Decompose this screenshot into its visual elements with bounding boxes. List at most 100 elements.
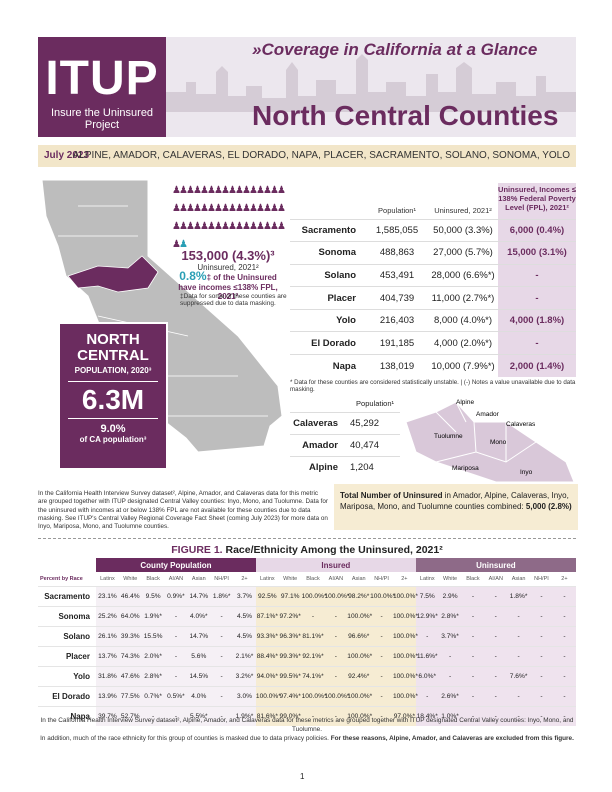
- race-col-header: Latinx: [419, 575, 435, 582]
- race-cell: 99.3%*: [278, 645, 302, 666]
- person-icon: ♟: [200, 185, 209, 196]
- person-icon: ♟: [235, 203, 244, 214]
- fpl-pct: 0.8%: [179, 269, 207, 283]
- race-cell: 92.5%: [255, 585, 279, 606]
- county-cell-fpl: 15,000 (3.1%): [498, 241, 576, 265]
- person-icon: ♟: [221, 221, 230, 232]
- race-cell: -: [324, 645, 348, 666]
- race-cell: 6.0%*: [415, 665, 439, 686]
- person-icon: ♟: [242, 221, 251, 232]
- total-value: 5,000 (2.8%): [525, 502, 572, 511]
- person-icon: ♟: [263, 203, 272, 214]
- race-cell: -: [164, 645, 188, 666]
- race-cell: -: [530, 665, 553, 686]
- small-county-row: Calaveras 45,292: [290, 411, 400, 434]
- skyline-illustration: [166, 54, 576, 112]
- race-cell: 4.0%: [187, 685, 211, 706]
- person-icon: ♟: [270, 185, 279, 196]
- race-cell: 99.5%*: [278, 665, 302, 686]
- person-icon: ♟: [179, 221, 188, 232]
- race-cell: 100.0%*: [392, 585, 418, 606]
- race-row-county: Solano: [38, 625, 96, 646]
- person-icon: ♟: [270, 203, 279, 214]
- person-icon: ♟: [256, 221, 265, 232]
- small-county-row: Alpine 1,204: [290, 455, 400, 478]
- person-icon: ♟: [256, 203, 265, 214]
- race-cell: 1.8%*: [210, 585, 234, 606]
- race-cell: 18.4%*: [415, 705, 439, 726]
- person-icon: ♟: [172, 239, 181, 250]
- person-icon: ♟: [186, 203, 195, 214]
- col-population: Population¹: [378, 205, 416, 215]
- race-cell: 7.6%*: [507, 665, 531, 686]
- race-row: Placer 13.7% 74.3% 2.0%* -5.6% -2.1%* 88.4%* 99…: [38, 645, 576, 666]
- race-cell: -: [370, 605, 393, 626]
- race-cell: 100.0%*: [301, 685, 327, 706]
- county-cell-pop: 453,491: [366, 263, 428, 287]
- person-icon: ♟: [263, 185, 272, 196]
- small-cell-pop: 45,292: [348, 411, 400, 434]
- race-cell: -: [210, 625, 234, 646]
- race-cell: 2.6%*: [438, 685, 462, 706]
- race-cell: 100.0%*: [255, 685, 281, 706]
- person-icon: ♟: [249, 221, 258, 232]
- race-cell: -: [484, 645, 508, 666]
- population-value: 6.3M: [68, 381, 158, 419]
- region-name-1: NORTH: [86, 331, 140, 348]
- race-cell: -: [530, 645, 553, 666]
- person-icon: ♟: [242, 203, 251, 214]
- race-cell: 100.0%*: [392, 685, 418, 706]
- race-cell: -: [415, 685, 439, 706]
- map-label-mono: Mono: [490, 439, 507, 446]
- person-icon: ♟: [221, 185, 230, 196]
- person-icon: ♟: [228, 185, 237, 196]
- race-cell: 2.0%*: [141, 645, 165, 666]
- race-cell: -: [507, 625, 531, 646]
- person-icon: ♟: [228, 221, 237, 232]
- race-cell: -: [370, 625, 393, 646]
- race-cell: -: [507, 685, 531, 706]
- county-cell-fpl: -: [498, 263, 576, 287]
- race-cell: 3.7%*: [438, 625, 462, 646]
- figure-title-text: Race/Ethnicity Among the Uninsured, 2021…: [222, 544, 443, 556]
- race-cell: 99.0%*: [278, 705, 302, 726]
- race-cell: -: [370, 665, 393, 686]
- person-icon: ♟: [172, 185, 181, 196]
- map-label-mariposa: Mariposa: [452, 465, 479, 472]
- race-cell: -: [210, 705, 234, 726]
- race-cell: 74.3%: [118, 645, 142, 666]
- race-cell: 4.5%: [233, 605, 256, 626]
- person-icon: ♟: [277, 221, 286, 232]
- race-cell: -: [461, 585, 485, 606]
- race-row-county: Yolo: [38, 665, 96, 686]
- race-cell: 39.7%: [96, 705, 119, 726]
- race-cell: -: [552, 685, 576, 706]
- race-col-header: Black: [306, 575, 320, 582]
- page-title: North Central Counties: [252, 100, 559, 131]
- pct-label: of CA population³: [79, 435, 147, 444]
- race-row: Sonoma 25.2% 64.0% 1.9%* -4.0%* -4.5% 87.1%* 97…: [38, 605, 576, 626]
- race-cell: -: [210, 665, 234, 686]
- county-cell-fpl: 4,000 (1.8%): [498, 308, 576, 332]
- total-bold: Total Number of Uninsured: [340, 491, 443, 500]
- total-text: in Amador, Alpine, Calaveras, Inyo, Mari…: [340, 491, 569, 511]
- race-cell: -: [552, 665, 576, 686]
- person-icon: ♟: [193, 185, 202, 196]
- race-col-header: White: [123, 575, 138, 582]
- race-cell: 100.0%*: [370, 585, 395, 606]
- race-cell: 96.3%*: [278, 625, 302, 646]
- race-cell: 87.1%*: [255, 605, 279, 626]
- race-cell: -: [530, 605, 553, 626]
- race-cell: -: [164, 705, 188, 726]
- race-cell: 7.5%: [415, 585, 439, 606]
- race-cell: 88.4%*: [255, 645, 279, 666]
- small-col-population: Population¹: [356, 399, 394, 409]
- race-cell: 26.1%: [96, 625, 119, 646]
- race-cell: -: [507, 705, 531, 726]
- race-cell: 52.7%: [118, 705, 142, 726]
- race-cell: 64.0%: [118, 605, 142, 626]
- person-icon: ♟: [200, 203, 209, 214]
- race-cell: 97.0%*: [392, 705, 416, 726]
- race-cell: 14.7%: [187, 625, 211, 646]
- race-cell: -: [507, 645, 531, 666]
